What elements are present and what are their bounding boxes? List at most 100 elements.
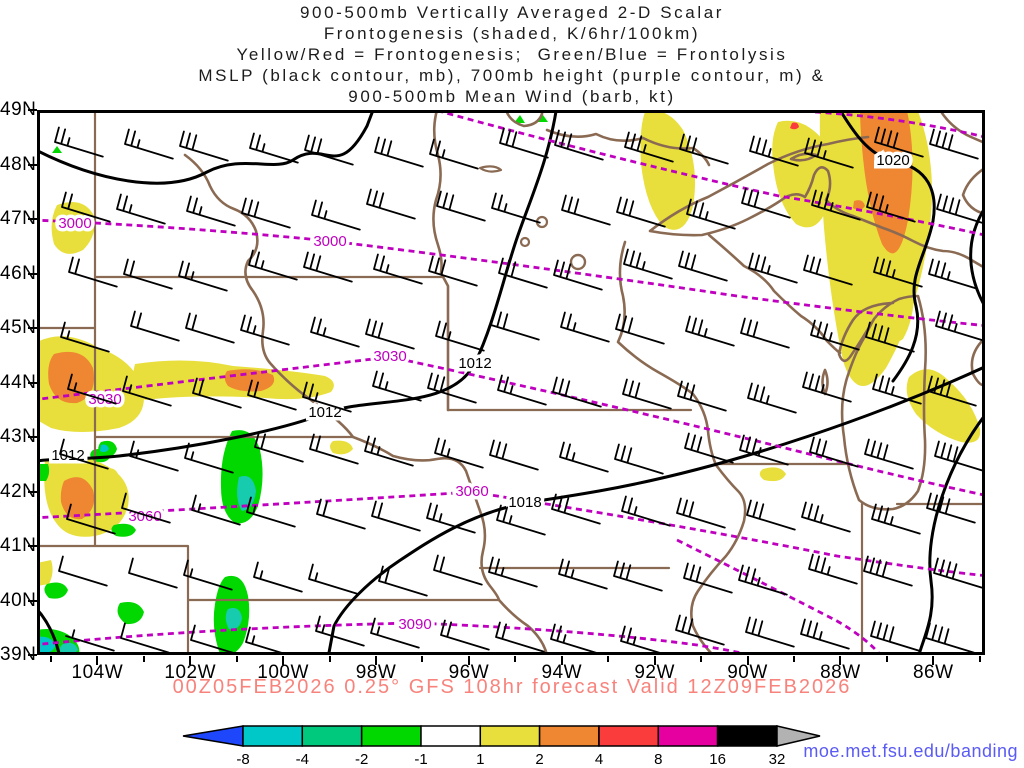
- mslp-contour-label: 1012: [51, 447, 84, 464]
- lon-tick: [189, 656, 192, 665]
- chart-title: 900-500mb Vertically Averaged 2-D Scalar…: [0, 2, 1024, 107]
- wind-barb: [65, 629, 115, 652]
- wind-barb: [613, 560, 663, 592]
- wind-barb: [561, 194, 611, 226]
- lat-tick: [28, 272, 37, 275]
- lat-label: 48N: [0, 153, 37, 175]
- lat-label: 44N: [0, 371, 37, 393]
- map-border: [37, 110, 985, 655]
- wind-barb: [874, 126, 924, 158]
- forecast-caption: 00Z05FEB2026 0.25° GFS 108hr forecast Va…: [172, 676, 852, 698]
- wind-barb: [740, 317, 790, 349]
- wind-barb: [684, 432, 734, 464]
- colorbar-segment: [538, 725, 600, 747]
- wind-barb: [186, 195, 236, 227]
- lon-tick: [932, 656, 935, 665]
- wind-barb: [434, 437, 484, 469]
- wind-barb: [685, 315, 735, 347]
- title-line-3: Yellow/Red = Frontogenesis; Green/Blue =…: [236, 45, 788, 64]
- height-contour-label: 3090: [398, 616, 431, 633]
- wind-barb: [558, 558, 608, 590]
- lat-tick: [28, 545, 37, 547]
- wind-barb: [246, 496, 296, 528]
- wind-barb: [933, 557, 983, 589]
- wind-barb: [128, 557, 178, 589]
- wind-barb: [429, 138, 479, 170]
- wind-barb: [801, 501, 851, 533]
- lon-label: 90W: [727, 662, 768, 683]
- wind-barb: [560, 311, 610, 343]
- lon-label: 88W: [820, 662, 861, 683]
- wind-barb: [129, 440, 179, 472]
- height-contour-label: 3000: [58, 215, 91, 232]
- wind-barb: [436, 190, 486, 222]
- lon-tick: [421, 656, 424, 662]
- wind-barb: [68, 256, 118, 288]
- lon-label: 104W: [71, 662, 124, 683]
- wind-barb: [748, 252, 798, 284]
- lat-label: 49N: [0, 99, 37, 120]
- wind-barb: [371, 500, 421, 532]
- wind-barb: [559, 441, 609, 473]
- wind-barb: [497, 374, 547, 406]
- lon-tick: [746, 656, 749, 665]
- colorbar-tick-label: 16: [709, 751, 726, 768]
- title-line-4: MSLP (black contour, mb), 700mb height (…: [198, 66, 826, 85]
- colorbar-tick-label: 32: [769, 751, 786, 768]
- lon-tick: [49, 656, 52, 662]
- lon-tick: [142, 656, 145, 662]
- wind-barb: [749, 135, 799, 167]
- wind-barb: [929, 128, 979, 160]
- wind-barb: [123, 258, 173, 290]
- wind-barb: [935, 310, 985, 342]
- wind-barb: [870, 620, 920, 652]
- wind-barb: [808, 553, 858, 585]
- wind-barb: [810, 319, 860, 351]
- wind-barb: [741, 187, 791, 219]
- wind-barb: [615, 313, 665, 345]
- cyan-frontolysis-shading: [37, 444, 109, 655]
- wind-barb: [185, 312, 235, 344]
- lat-label: 41N: [0, 535, 37, 556]
- map-area: 1020 1012 1012 1012 1018 3000 3000 3030 3030 3060…: [37, 110, 985, 655]
- wind-barb: [184, 442, 234, 474]
- wind-barb: [248, 249, 298, 281]
- wind-barb: [241, 197, 291, 229]
- wind-barb: [804, 137, 854, 169]
- wind-barb: [364, 435, 414, 467]
- lon-tick: [375, 656, 377, 665]
- wind-barb: [122, 375, 172, 407]
- lon-tick: [885, 656, 888, 662]
- wind-barb: [800, 618, 850, 650]
- wind-barb: [677, 380, 727, 412]
- wind-barb: [426, 502, 476, 534]
- wind-barb: [554, 129, 604, 161]
- colorbar-tick-label: 2: [535, 751, 543, 768]
- lon-label: 100W: [257, 662, 309, 683]
- wind-barb: [489, 439, 539, 471]
- wind-barb: [926, 492, 976, 524]
- wind-barb: [865, 321, 915, 353]
- lon-tick: [514, 656, 517, 662]
- watermark-link[interactable]: moe.met.fsu.edu/banding: [803, 741, 1018, 761]
- wind-barb: [372, 370, 422, 402]
- wind-barb: [488, 556, 538, 588]
- wind-barb: [116, 193, 166, 225]
- colorbar: -8 -4 -2 -1 1 2 4 8 16 32: [182, 725, 821, 768]
- wind-barb: [925, 622, 975, 654]
- wind-barb: [614, 443, 664, 475]
- wind-barb: [58, 555, 108, 587]
- lon-tick: [328, 656, 331, 662]
- colorbar-tick-label: -2: [355, 751, 368, 768]
- wind-barb: [739, 434, 789, 466]
- lon-tick: [282, 656, 285, 665]
- wind-barb: [616, 196, 666, 228]
- wind-barb: [678, 250, 728, 282]
- title-line-2: Frontogenesis (shaded, K/6hr/100km): [323, 24, 701, 43]
- teal-frontolysis-shading: [59, 475, 256, 655]
- wind-barb: [440, 619, 490, 651]
- wind-barb: [60, 321, 110, 353]
- lon-label: 98W: [355, 662, 397, 683]
- wind-barb: [310, 316, 360, 348]
